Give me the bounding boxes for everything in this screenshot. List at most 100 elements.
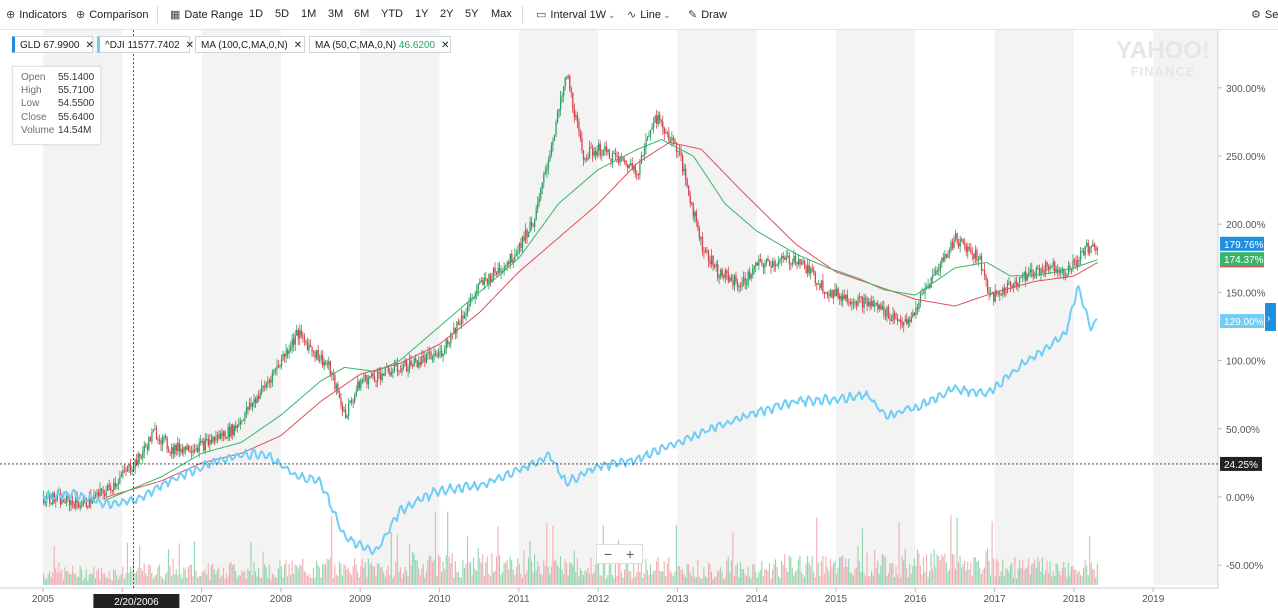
ma100-chip[interactable]: MA (100,C,MA,0,N) ✕	[195, 36, 305, 53]
volume-bar	[802, 574, 804, 585]
gld-candle	[1084, 246, 1086, 256]
gld-candle	[993, 293, 995, 302]
gld-candle	[503, 266, 505, 272]
range-1m[interactable]: 1M	[301, 8, 317, 20]
gld-candle	[169, 451, 171, 454]
volume-bar	[584, 570, 586, 585]
range-3m[interactable]: 3M	[328, 8, 344, 20]
gld-candle	[498, 267, 501, 273]
gld-candle	[1040, 269, 1042, 276]
gld-candle	[758, 258, 760, 266]
gld-candle	[163, 436, 165, 438]
range-1d[interactable]: 1D	[249, 8, 264, 20]
range-1y[interactable]: 1Y	[415, 8, 429, 20]
zoom-in-button[interactable]: +	[626, 546, 635, 562]
indicators-button[interactable]: ⊕ Indicators	[6, 8, 67, 21]
gld-candle	[563, 86, 565, 96]
interval-dropdown[interactable]: ▭ Interval 1W ⌄	[536, 8, 616, 21]
volume-bar	[697, 560, 699, 585]
volume-bar	[1012, 577, 1014, 585]
volume-bar	[1023, 569, 1025, 585]
volume-bar	[915, 565, 917, 585]
range-5y[interactable]: 5Y	[465, 8, 479, 20]
gld-candle	[849, 302, 852, 305]
gld-candle	[418, 362, 420, 368]
range-5d[interactable]: 5D	[275, 8, 290, 20]
ma50-last-label: 174.37%	[1224, 255, 1264, 266]
comparison-button[interactable]: ⊕ Comparison	[76, 8, 149, 21]
volume-bar	[651, 573, 653, 585]
gld-candle	[157, 439, 159, 441]
volume-bar	[877, 560, 879, 585]
volume-bar	[520, 574, 522, 585]
gld-candle	[828, 294, 830, 297]
line-type-dropdown[interactable]: ∿ Line ⌄	[627, 8, 671, 21]
gld-candle	[599, 143, 601, 156]
gld-candle	[776, 264, 778, 266]
volume-bar	[1061, 568, 1063, 585]
volume-bar	[727, 556, 729, 585]
volume-bar	[790, 557, 792, 585]
volume-bar	[1034, 559, 1036, 585]
dji-chip[interactable]: ^DJI 11577.7402 ✕	[97, 36, 194, 53]
gld-candle	[646, 136, 649, 140]
plus-circle-icon: ⊕	[6, 9, 16, 21]
gld-candle	[168, 448, 170, 452]
volume-bar	[161, 577, 164, 585]
volume-bar	[282, 577, 284, 585]
gld-candle	[970, 248, 972, 253]
volume-bar	[704, 576, 706, 585]
gld-candle	[512, 260, 514, 263]
volume-bar	[459, 577, 461, 585]
settings-button[interactable]: ⚙ Se	[1251, 8, 1278, 21]
gld-candle	[538, 197, 540, 203]
close-icon[interactable]: ✕	[441, 40, 450, 51]
range-2y[interactable]: 2Y	[440, 8, 454, 20]
zoom-out-button[interactable]: −	[604, 546, 613, 562]
volume-bar	[44, 577, 46, 585]
volume-bar	[183, 567, 185, 585]
gld-candle	[803, 260, 806, 266]
gld-candle	[671, 137, 673, 141]
gld-candle	[958, 242, 960, 247]
close-icon[interactable]: ✕	[185, 40, 194, 51]
x-tick-label: 2012	[587, 594, 610, 605]
gld-candle	[221, 432, 223, 437]
gld-candle	[480, 280, 482, 282]
volume-bar	[46, 579, 48, 585]
draw-button[interactable]: ✎ Draw	[688, 8, 727, 21]
gld-candle	[192, 449, 194, 453]
gld-candle	[152, 429, 155, 433]
volume-bar	[224, 578, 226, 585]
volume-bar	[476, 570, 478, 585]
volume-bar	[756, 577, 758, 585]
gld-candle	[921, 293, 923, 295]
volume-bar	[149, 565, 151, 585]
volume-bar	[148, 564, 150, 585]
range-6m[interactable]: 6M	[354, 8, 370, 20]
ma50-chip[interactable]: MA (50,C,MA,0,N) 46.6200 ✕	[309, 36, 451, 53]
volume-bar	[373, 566, 376, 585]
range-max[interactable]: Max	[491, 8, 512, 20]
gld-candle	[427, 352, 429, 355]
volume-bar	[352, 565, 354, 585]
range-ytd[interactable]: YTD	[381, 8, 403, 20]
gld-candle	[765, 258, 768, 264]
close-icon[interactable]: ✕	[293, 40, 303, 51]
volume-bar	[308, 574, 310, 585]
gld-candle	[132, 468, 135, 471]
volume-bar	[874, 549, 876, 585]
volume-bar	[678, 565, 681, 585]
gld-chip[interactable]: GLD 67.9900 ✕	[12, 36, 94, 53]
gld-candle	[244, 413, 246, 421]
gld-candle	[412, 365, 414, 367]
gld-candle	[897, 318, 899, 321]
volume-bar	[836, 573, 838, 585]
date-range-button[interactable]: ▦ Date Range	[170, 8, 243, 21]
volume-bar	[855, 567, 857, 585]
gld-candle	[677, 151, 679, 153]
close-icon[interactable]: ✕	[85, 40, 94, 51]
gld-candle	[49, 494, 51, 504]
volume-bar	[120, 574, 122, 585]
